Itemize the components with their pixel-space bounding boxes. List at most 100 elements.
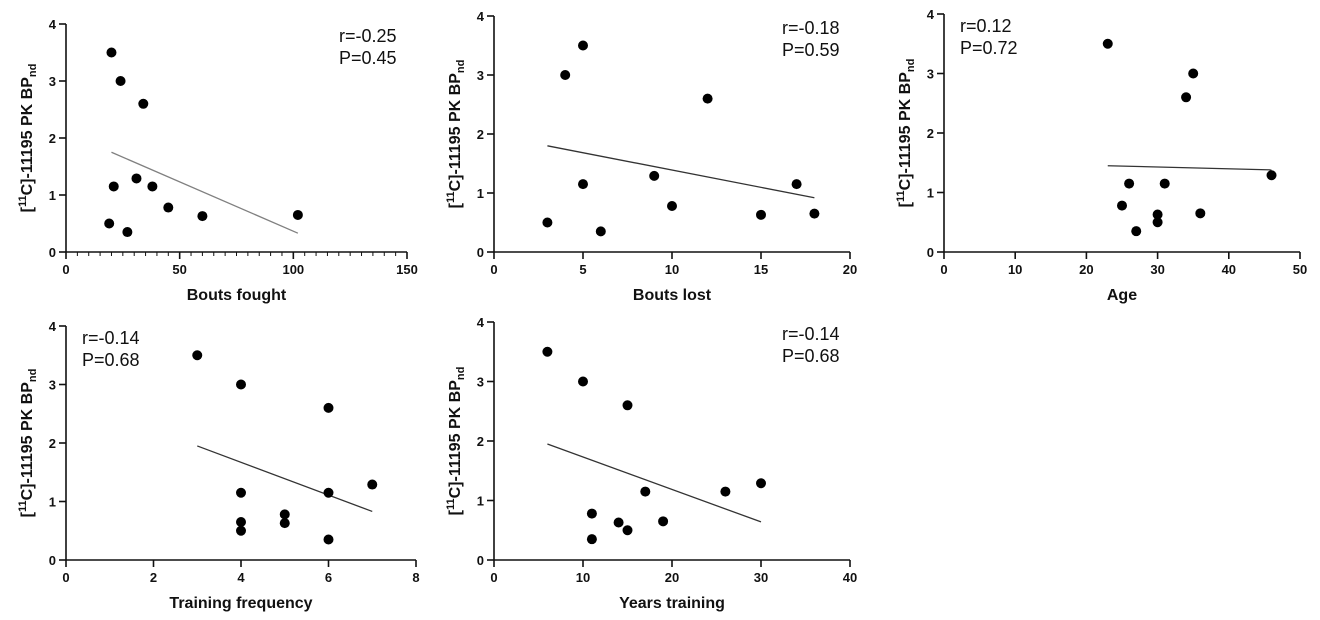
x-tick-label: 0 bbox=[62, 262, 69, 277]
y-tick-label: 1 bbox=[927, 186, 934, 201]
data-point bbox=[236, 525, 246, 536]
x-tick-label: 30 bbox=[754, 570, 768, 585]
stat-p: P=0.59 bbox=[782, 40, 840, 60]
x-tick-label: 50 bbox=[172, 262, 186, 277]
y-tick-label: 4 bbox=[477, 315, 485, 330]
x-axis-title: Bouts lost bbox=[633, 287, 712, 304]
data-point bbox=[1102, 38, 1113, 49]
data-point bbox=[163, 202, 174, 213]
x-tick-label: 0 bbox=[490, 570, 497, 585]
data-point bbox=[192, 350, 203, 361]
y-axis-title-bracket: [ bbox=[19, 206, 36, 212]
data-point bbox=[323, 534, 334, 545]
y-axis-title: [11C]-11195 PK BPnd bbox=[17, 369, 39, 518]
data-point bbox=[236, 379, 246, 390]
x-tick-label: 40 bbox=[843, 570, 857, 585]
data-point bbox=[104, 218, 115, 229]
y-axis-title-main: C]-11195 PK BP bbox=[19, 382, 36, 501]
stat-r: r=0.12 bbox=[960, 16, 1012, 36]
data-point bbox=[586, 508, 597, 519]
chart-panel-4: 0 2 4 6 8 0 1 2 3 4 Training frequency [11C]-11195 … bbox=[17, 319, 420, 612]
data-point bbox=[122, 227, 133, 238]
x-tick-label: 0 bbox=[490, 262, 497, 277]
stat-p: P=0.68 bbox=[82, 350, 140, 370]
y-axis-title-subscript: nd bbox=[27, 369, 39, 382]
data-point bbox=[640, 486, 651, 497]
stat-r: r=-0.18 bbox=[782, 18, 840, 38]
data-point bbox=[622, 525, 633, 536]
y-tick-label: 1 bbox=[49, 188, 56, 203]
data-point bbox=[658, 516, 669, 527]
y-tick-label: 4 bbox=[927, 7, 935, 22]
stat-r: r=-0.25 bbox=[339, 26, 397, 46]
data-point bbox=[756, 209, 766, 220]
x-tick-label: 0 bbox=[940, 262, 947, 277]
x-axis-title: Bouts fought bbox=[187, 287, 287, 304]
data-point bbox=[595, 226, 606, 237]
y-axis-title-subscript: nd bbox=[455, 60, 467, 73]
y-axis-title-bracket: [ bbox=[19, 511, 36, 517]
x-axis-title: Age bbox=[1107, 287, 1137, 304]
y-tick-label: 3 bbox=[927, 67, 934, 82]
x-tick-label: 10 bbox=[665, 262, 679, 277]
stat-r: r=-0.14 bbox=[82, 328, 140, 348]
data-point bbox=[323, 402, 334, 413]
y-tick-label: 1 bbox=[49, 495, 56, 510]
y-axis-title: [11C]-11195 PK BPnd bbox=[445, 367, 467, 516]
x-axis-title: Years training bbox=[619, 595, 725, 612]
y-axis-title: [11C]-11195 PK BPnd bbox=[445, 60, 467, 209]
data-point bbox=[1124, 178, 1135, 189]
y-axis-title-superscript: 11 bbox=[17, 195, 29, 207]
data-point bbox=[1131, 226, 1142, 237]
y-axis-title-main: C]-11195 PK BP bbox=[19, 77, 36, 196]
data-point bbox=[622, 400, 633, 411]
y-tick-label: 4 bbox=[49, 319, 57, 334]
data-point bbox=[367, 479, 378, 490]
data-point bbox=[702, 93, 713, 104]
data-point bbox=[279, 509, 290, 520]
y-tick-label: 0 bbox=[477, 245, 484, 260]
y-tick-label: 3 bbox=[49, 378, 56, 393]
data-point bbox=[1152, 217, 1163, 228]
data-point bbox=[115, 76, 126, 86]
y-axis-title-superscript: 11 bbox=[445, 191, 457, 203]
data-point bbox=[131, 173, 142, 184]
data-point bbox=[1152, 209, 1163, 220]
data-point bbox=[756, 478, 766, 489]
data-point bbox=[236, 487, 246, 498]
data-point bbox=[809, 208, 820, 219]
y-tick-label: 2 bbox=[49, 436, 56, 451]
y-axis-title-main: C]-11195 PK BP bbox=[447, 380, 464, 499]
data-point bbox=[292, 209, 303, 220]
data-point bbox=[1117, 200, 1127, 211]
stat-p: P=0.45 bbox=[339, 48, 397, 68]
x-tick-label: 2 bbox=[150, 570, 157, 585]
regression-line bbox=[547, 145, 815, 199]
y-tick-label: 2 bbox=[49, 131, 56, 146]
data-point bbox=[542, 346, 553, 357]
y-tick-label: 3 bbox=[477, 375, 484, 390]
y-axis-title: [11C]-11195 PK BPnd bbox=[895, 59, 917, 208]
x-tick-label: 20 bbox=[1079, 262, 1093, 277]
regression-line bbox=[1107, 165, 1272, 171]
x-tick-label: 20 bbox=[843, 262, 857, 277]
data-point bbox=[578, 376, 588, 387]
regression-line bbox=[111, 151, 299, 234]
data-point bbox=[649, 170, 660, 181]
y-axis-title: [11C]-11195 PK BPnd bbox=[17, 64, 39, 213]
x-tick-label: 50 bbox=[1293, 262, 1307, 277]
y-tick-label: 0 bbox=[49, 245, 56, 260]
data-point bbox=[560, 70, 571, 80]
data-point bbox=[613, 517, 624, 528]
data-point bbox=[138, 98, 149, 109]
x-axis-title: Training frequency bbox=[169, 595, 312, 612]
data-point bbox=[1181, 92, 1192, 103]
x-tick-label: 0 bbox=[62, 570, 69, 585]
y-axis-title-bracket: [ bbox=[447, 202, 464, 208]
y-tick-label: 4 bbox=[49, 17, 57, 32]
x-tick-label: 10 bbox=[576, 570, 590, 585]
data-point bbox=[578, 40, 588, 51]
regression-line bbox=[197, 445, 373, 513]
data-point bbox=[323, 487, 334, 498]
y-axis-title-superscript: 11 bbox=[17, 500, 29, 512]
